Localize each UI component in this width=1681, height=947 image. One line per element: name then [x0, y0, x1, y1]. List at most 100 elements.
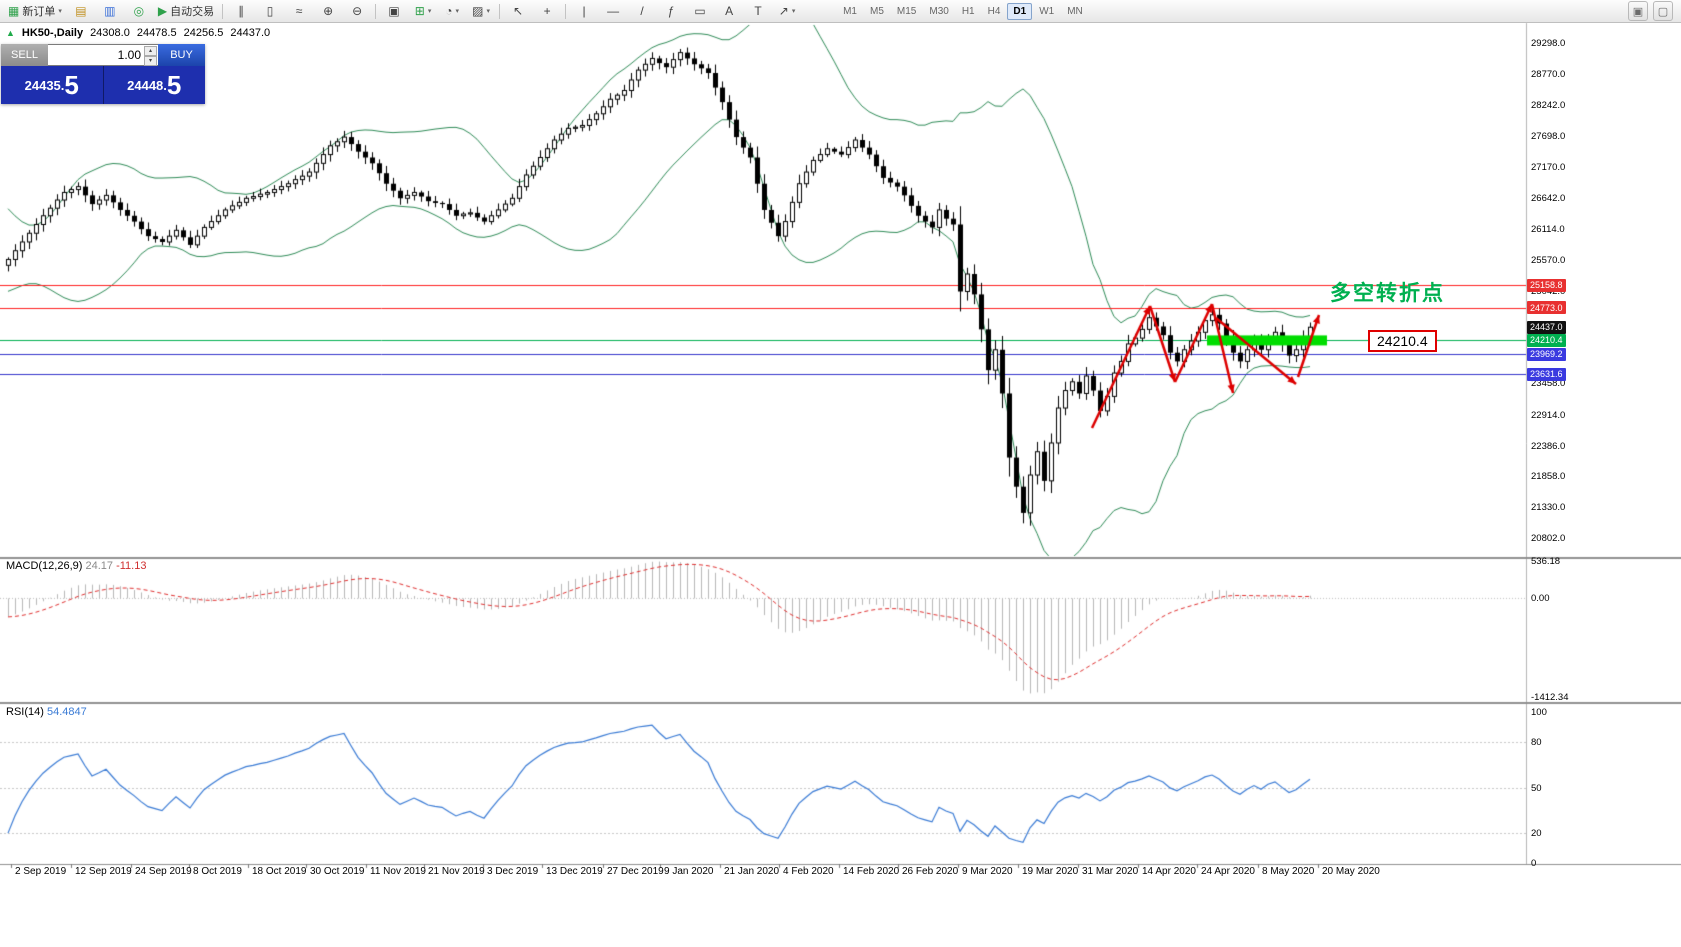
fibonacci-button[interactable]: ƒ [657, 1, 685, 22]
sell-button[interactable]: SELL [1, 44, 48, 66]
buy-price-big: 5 [166, 70, 182, 100]
price-tag: 25158.8 [1527, 278, 1566, 292]
toolbar-right-icons: ▣ ▢ [1628, 1, 1677, 21]
sell-price-small: 24435. [24, 77, 65, 93]
timeframe-w1[interactable]: W1 [1039, 5, 1055, 17]
shapes-button[interactable]: ▭ [686, 1, 714, 22]
date-label: 8 Oct 2019 [193, 866, 242, 877]
support-icon-icon: ◎ [133, 4, 145, 18]
volume-down-icon[interactable]: ▾ [144, 56, 157, 66]
templates-button[interactable]: ▨ ▾ [467, 1, 495, 22]
toolbar-separator [375, 3, 377, 19]
date-label: 19 Mar 2020 [1022, 866, 1079, 877]
price-axis-label: 23458.0 [1531, 378, 1566, 390]
date-label: 24 Apr 2020 [1201, 866, 1255, 877]
text-button[interactable]: A [715, 1, 743, 22]
profiles-icon[interactable]: ▥ [96, 1, 124, 22]
support-icon[interactable]: ◎ [125, 1, 153, 22]
periods-icon: ◔ [445, 4, 453, 18]
date-label: 8 May 2020 [1262, 866, 1315, 877]
buy-button[interactable]: BUY [158, 44, 205, 66]
timeframe-h1[interactable]: H1 [961, 5, 975, 17]
arrows-icon: ↗ [778, 4, 789, 18]
date-label: 2 Sep 2019 [15, 866, 67, 877]
candlestick-chart-button[interactable]: ▯ [256, 1, 284, 22]
buy-price-small: 24448. [127, 77, 167, 93]
macd-title: MACD(12,26,9) [6, 560, 83, 572]
price-tag: 24210.4 [1527, 333, 1566, 347]
timeframe-d1[interactable]: D1 [1007, 2, 1033, 20]
crosshair-button[interactable]: + [533, 1, 561, 22]
new-order-button[interactable]: ▦ 新订单 ▾ [4, 1, 66, 22]
timeframe-m15[interactable]: M15 [896, 5, 917, 17]
buy-price[interactable]: 24448. 5 [104, 66, 206, 104]
price-axis-label: 28242.0 [1531, 99, 1566, 111]
price-axis-label: 22386.0 [1531, 440, 1566, 452]
low-value: 24256.5 [183, 27, 224, 39]
rsi-axis-label: 80 [1531, 737, 1542, 749]
price-annotation-box: 24210.4 [1368, 330, 1437, 352]
timeframe-m1[interactable]: M1 [843, 5, 857, 17]
arrows-button[interactable]: ↗ ▾ [773, 1, 801, 22]
date-label: 14 Apr 2020 [1142, 866, 1196, 877]
rsi-axis-label: 50 [1531, 782, 1542, 794]
sell-price[interactable]: 24435. 5 [1, 66, 104, 104]
timeframe-m5[interactable]: M5 [870, 5, 884, 17]
chart-window-icon[interactable]: ▤ [67, 1, 95, 22]
rsi-axis-label: 0 [1531, 858, 1537, 869]
turning-point-annotation: 多空转折点 [1330, 282, 1445, 305]
window-icon[interactable]: ▢ [1653, 1, 1673, 21]
rsi-value: 54.4847 [46, 706, 87, 718]
macd-header: MACD(12,26,9) 24.17 -11.13 [6, 560, 146, 572]
bar-chart-icon: ∥ [238, 4, 245, 18]
price-axis-label: 26114.0 [1531, 223, 1565, 235]
volume-up-icon[interactable]: ▴ [144, 46, 157, 56]
date-label: 30 Oct 2019 [310, 866, 365, 877]
trendline-button[interactable]: / [628, 1, 656, 22]
bar-chart-button[interactable]: ∥ [227, 1, 255, 22]
periods-button[interactable]: ◔ ▾ [438, 1, 466, 22]
date-label: 9 Mar 2020 [962, 866, 1013, 877]
rsi-header: RSI(14) 54.4847 [6, 706, 87, 718]
price-axis-label: 21858.0 [1531, 471, 1566, 483]
auto-trading-button[interactable]: ▶ 自动交易 [154, 1, 218, 22]
date-label: 13 Dec 2019 [546, 866, 603, 877]
timeframe-m30[interactable]: M30 [929, 5, 949, 17]
tile-windows-icon: ▣ [388, 4, 400, 18]
rsi-title: RSI(14) [6, 706, 44, 718]
date-label: 12 Sep 2019 [75, 866, 132, 877]
volume-input[interactable]: 1.00 ▴ ▾ [48, 44, 158, 66]
vertical-line-button[interactable]: | [570, 1, 598, 22]
zoom-out-button[interactable]: ⊖ [343, 1, 371, 22]
price-axis-label: 20802.0 [1531, 533, 1566, 544]
volume-stepper[interactable]: ▴ ▾ [144, 46, 157, 66]
line-chart-button[interactable]: ≈ [285, 1, 313, 22]
timeframe-mn[interactable]: MN [1067, 5, 1083, 17]
auto-trading-icon: ▶ [157, 4, 168, 18]
symbol-up-arrow-icon: ▲ [6, 28, 15, 38]
zoom-in-icon: ⊕ [323, 4, 334, 18]
price-axis-label: 27170.0 [1531, 161, 1566, 173]
chart-window-icon-icon: ▤ [75, 4, 87, 18]
shapes-icon: ▭ [694, 4, 706, 18]
date-label: 11 Nov 2019 [370, 866, 426, 877]
horizontal-line-button[interactable]: — [599, 1, 627, 22]
tile-windows-button[interactable]: ▣ [380, 1, 408, 22]
dropdown-caret-icon: ▾ [427, 8, 432, 15]
open-value: 24308.0 [90, 27, 130, 39]
zoom-in-button[interactable]: ⊕ [314, 1, 342, 22]
volume-value: 1.00 [117, 48, 141, 62]
workspace-icon[interactable]: ▣ [1628, 1, 1648, 21]
text-label-button[interactable]: T [744, 1, 772, 22]
date-label: 24 Sep 2019 [135, 866, 192, 877]
one-click-trade-panel: SELL 1.00 ▴ ▾ BUY 24435. 5 24448. 5 [1, 44, 205, 104]
line-chart-icon: ≈ [295, 4, 303, 18]
indicators-button[interactable]: ⊞ ▾ [409, 1, 437, 22]
timeframe-h4[interactable]: H4 [987, 5, 1001, 17]
cursor-button[interactable]: ↖ [504, 1, 532, 22]
trendline-icon: / [640, 4, 644, 18]
macd-main-value: 24.17 [85, 560, 114, 572]
rsi-axis-label: 100 [1531, 707, 1547, 718]
